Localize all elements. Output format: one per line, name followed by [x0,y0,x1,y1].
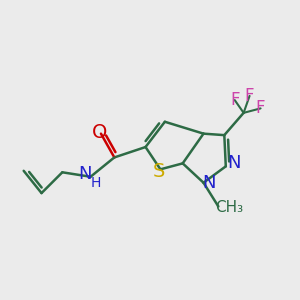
Text: N: N [203,174,216,192]
Text: S: S [153,162,165,181]
Text: N: N [227,154,241,172]
Text: N: N [79,165,92,183]
Text: F: F [245,87,254,105]
Text: H: H [91,176,101,190]
Text: F: F [256,99,265,117]
Text: O: O [92,123,107,142]
Text: F: F [230,91,239,109]
Text: CH₃: CH₃ [215,200,243,215]
